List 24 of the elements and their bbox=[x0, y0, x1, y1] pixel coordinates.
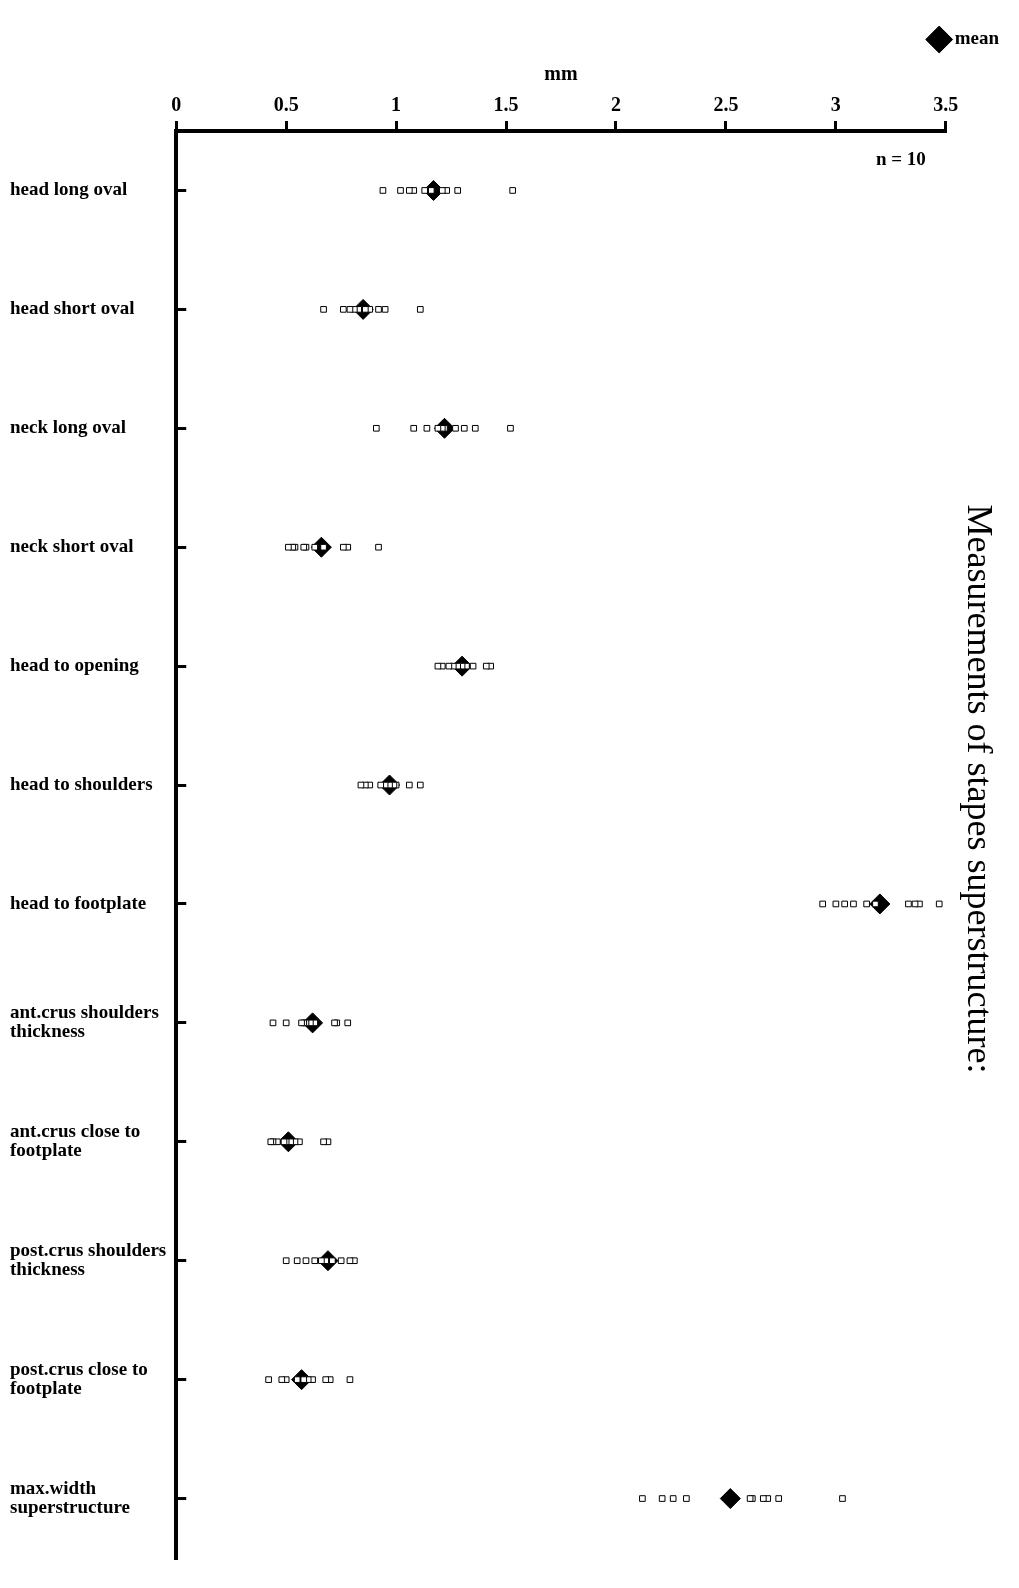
y-tick-label: neck long oval bbox=[10, 416, 127, 438]
x-tick-label: 0.5 bbox=[273, 93, 299, 116]
y-tick-label: post.crus close to footplate bbox=[10, 1358, 148, 1399]
legend-label: mean bbox=[954, 27, 1000, 49]
y-tick-label: post.crus shoulders thickness bbox=[10, 1239, 167, 1280]
x-tick-label: 3.5 bbox=[933, 93, 959, 116]
x-tick-label: 1.5 bbox=[493, 93, 519, 116]
y-tick-label: head to shoulders bbox=[10, 772, 153, 794]
annotation: n = 10 bbox=[875, 148, 926, 170]
x-tick-label: 2 bbox=[610, 93, 621, 116]
y-tick-label: ant.crus close to footplate bbox=[10, 1120, 141, 1161]
x-tick-label: 2.5 bbox=[713, 93, 739, 116]
y-tick-label: max.width superstructure bbox=[10, 1476, 130, 1517]
x-tick-label: 1 bbox=[391, 93, 402, 116]
text: Measurements of stapes superstructure: bbox=[959, 504, 1000, 1074]
x-tick-label: 0 bbox=[171, 93, 182, 116]
y-tick-label: head to footplate bbox=[10, 891, 147, 913]
x-axis-title: mm bbox=[544, 62, 579, 85]
y-tick-label: head long oval bbox=[10, 178, 128, 200]
y-tick-label: head to opening bbox=[10, 654, 140, 676]
y-tick-label: head short oval bbox=[10, 297, 135, 319]
x-tick-label: 3 bbox=[830, 93, 841, 116]
y-tick-label: neck short oval bbox=[10, 535, 134, 557]
y-tick-label: ant.crus shoulders thickness bbox=[10, 1001, 159, 1042]
